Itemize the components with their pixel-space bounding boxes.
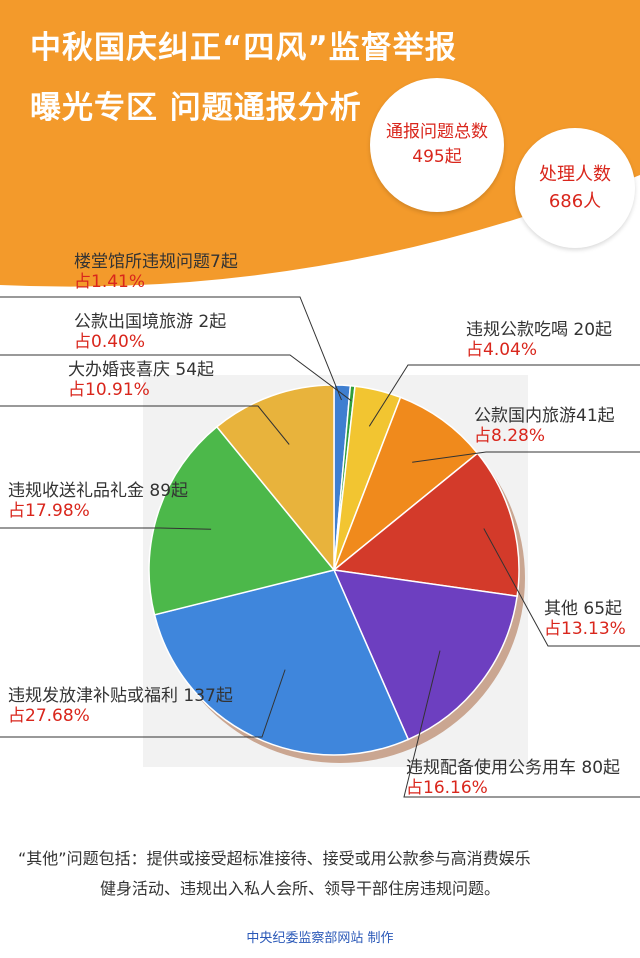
note-line-1: “其他”问题包括：提供或接受超标准接待、接受或用公款参与高消费娱乐 bbox=[18, 849, 531, 868]
leader-line-7 bbox=[0, 527, 212, 530]
slice-label-dining: 违规公款吃喝 20起 占4.04% bbox=[466, 320, 613, 361]
leader-line-5 bbox=[403, 650, 640, 798]
total-reports-value: 495起 bbox=[412, 147, 462, 167]
slice-label-overseas-travel: 公款出国境旅游 2起 占0.40% bbox=[74, 312, 227, 353]
slice-label-domestic-travel: 公款国内旅游41起 占8.28% bbox=[474, 406, 615, 447]
slice-label-weddings-funerals: 大办婚丧喜庆 54起 占10.91% bbox=[68, 360, 215, 401]
pie-slice-4 bbox=[332, 452, 520, 598]
slice-label-official-cars: 违规配备使用公务用车 80起 占16.16% bbox=[406, 758, 621, 799]
leader-line-6 bbox=[0, 669, 286, 738]
credit-text: 中央纪委监察部网站 制作 bbox=[246, 931, 394, 946]
people-handled-value: 686人 bbox=[548, 191, 602, 212]
leader-line-8 bbox=[0, 405, 290, 445]
leader-line-0 bbox=[0, 296, 342, 401]
people-handled-label: 处理人数 bbox=[539, 164, 611, 185]
slice-label-other: 其他 65起 占13.13% bbox=[544, 599, 626, 640]
title-line-1: 中秋国庆纠正“四风”监督举报 bbox=[30, 30, 457, 66]
pie-slice-3 bbox=[332, 396, 479, 573]
pie-slice-8 bbox=[215, 384, 335, 573]
title-line-2: 曝光专区 问题通报分析 bbox=[30, 90, 362, 126]
leader-line-4 bbox=[483, 528, 640, 647]
total-reports-badge: 通报问题总数 495起 bbox=[370, 78, 504, 212]
pie-slice-7 bbox=[148, 425, 336, 616]
people-handled-badge: 处理人数 686人 bbox=[515, 128, 635, 248]
slice-label-gifts: 违规收送礼品礼金 89起 占17.98% bbox=[8, 481, 189, 522]
slice-label-buildings: 楼堂馆所违规问题7起 占1.41% bbox=[74, 252, 238, 293]
pie-chart bbox=[148, 384, 525, 763]
pie-slice-6 bbox=[153, 569, 410, 756]
total-reports-label: 通报问题总数 bbox=[386, 121, 488, 142]
pie-slice-5 bbox=[332, 569, 518, 741]
slice-label-subsidies: 违规发放津补贴或福利 137起 占27.68% bbox=[8, 686, 233, 727]
leader-line-3 bbox=[412, 451, 640, 463]
note-line-2: 健身活动、违规出入私人会所、领导干部住房违规问题。 bbox=[100, 879, 501, 898]
leader-lines bbox=[0, 296, 640, 798]
leader-line-1 bbox=[0, 354, 352, 402]
orange-header-background bbox=[0, 0, 640, 287]
other-category-note: “其他”问题包括：提供或接受超标准接待、接受或用公款参与高消费娱乐 健身活动、违… bbox=[18, 844, 628, 904]
leader-line-2 bbox=[368, 364, 640, 427]
